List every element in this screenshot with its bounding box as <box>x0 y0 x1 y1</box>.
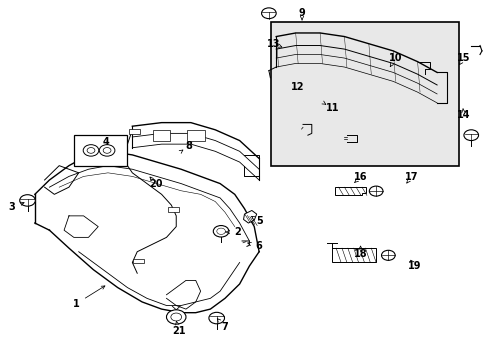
Text: 13: 13 <box>266 39 280 49</box>
Bar <box>129 130 140 134</box>
Circle shape <box>381 250 394 260</box>
Text: 19: 19 <box>407 261 421 271</box>
Text: 2: 2 <box>233 227 240 237</box>
Text: 6: 6 <box>255 241 262 251</box>
Text: 21: 21 <box>172 325 185 336</box>
Circle shape <box>99 145 115 156</box>
Circle shape <box>216 228 225 234</box>
Circle shape <box>213 226 228 237</box>
Polygon shape <box>243 211 256 223</box>
Text: 12: 12 <box>291 82 304 92</box>
Circle shape <box>87 148 95 153</box>
Text: 1: 1 <box>73 299 80 309</box>
Text: 8: 8 <box>184 141 191 151</box>
Circle shape <box>170 313 181 321</box>
Text: 18: 18 <box>353 248 366 258</box>
Text: 9: 9 <box>298 8 305 18</box>
Text: 5: 5 <box>255 216 262 226</box>
Circle shape <box>83 145 99 156</box>
Text: 11: 11 <box>325 103 338 113</box>
Text: 20: 20 <box>149 179 162 189</box>
Circle shape <box>368 186 382 196</box>
Text: 14: 14 <box>456 111 470 121</box>
Bar <box>133 258 144 263</box>
Text: 7: 7 <box>221 322 228 332</box>
Text: 17: 17 <box>404 172 417 182</box>
Text: 10: 10 <box>388 53 402 63</box>
Bar <box>168 207 179 212</box>
Circle shape <box>463 130 478 140</box>
Text: 3: 3 <box>8 202 15 212</box>
Circle shape <box>20 195 35 206</box>
Bar <box>74 135 127 166</box>
Text: 16: 16 <box>353 172 366 182</box>
Text: 4: 4 <box>102 138 109 147</box>
Circle shape <box>208 312 224 324</box>
Circle shape <box>166 310 185 324</box>
Circle shape <box>261 8 276 19</box>
Text: 15: 15 <box>456 53 470 63</box>
Bar <box>271 22 458 166</box>
Bar <box>186 130 204 140</box>
Bar <box>331 248 375 262</box>
Polygon shape <box>334 187 366 195</box>
Bar <box>153 130 170 140</box>
Circle shape <box>103 148 111 153</box>
